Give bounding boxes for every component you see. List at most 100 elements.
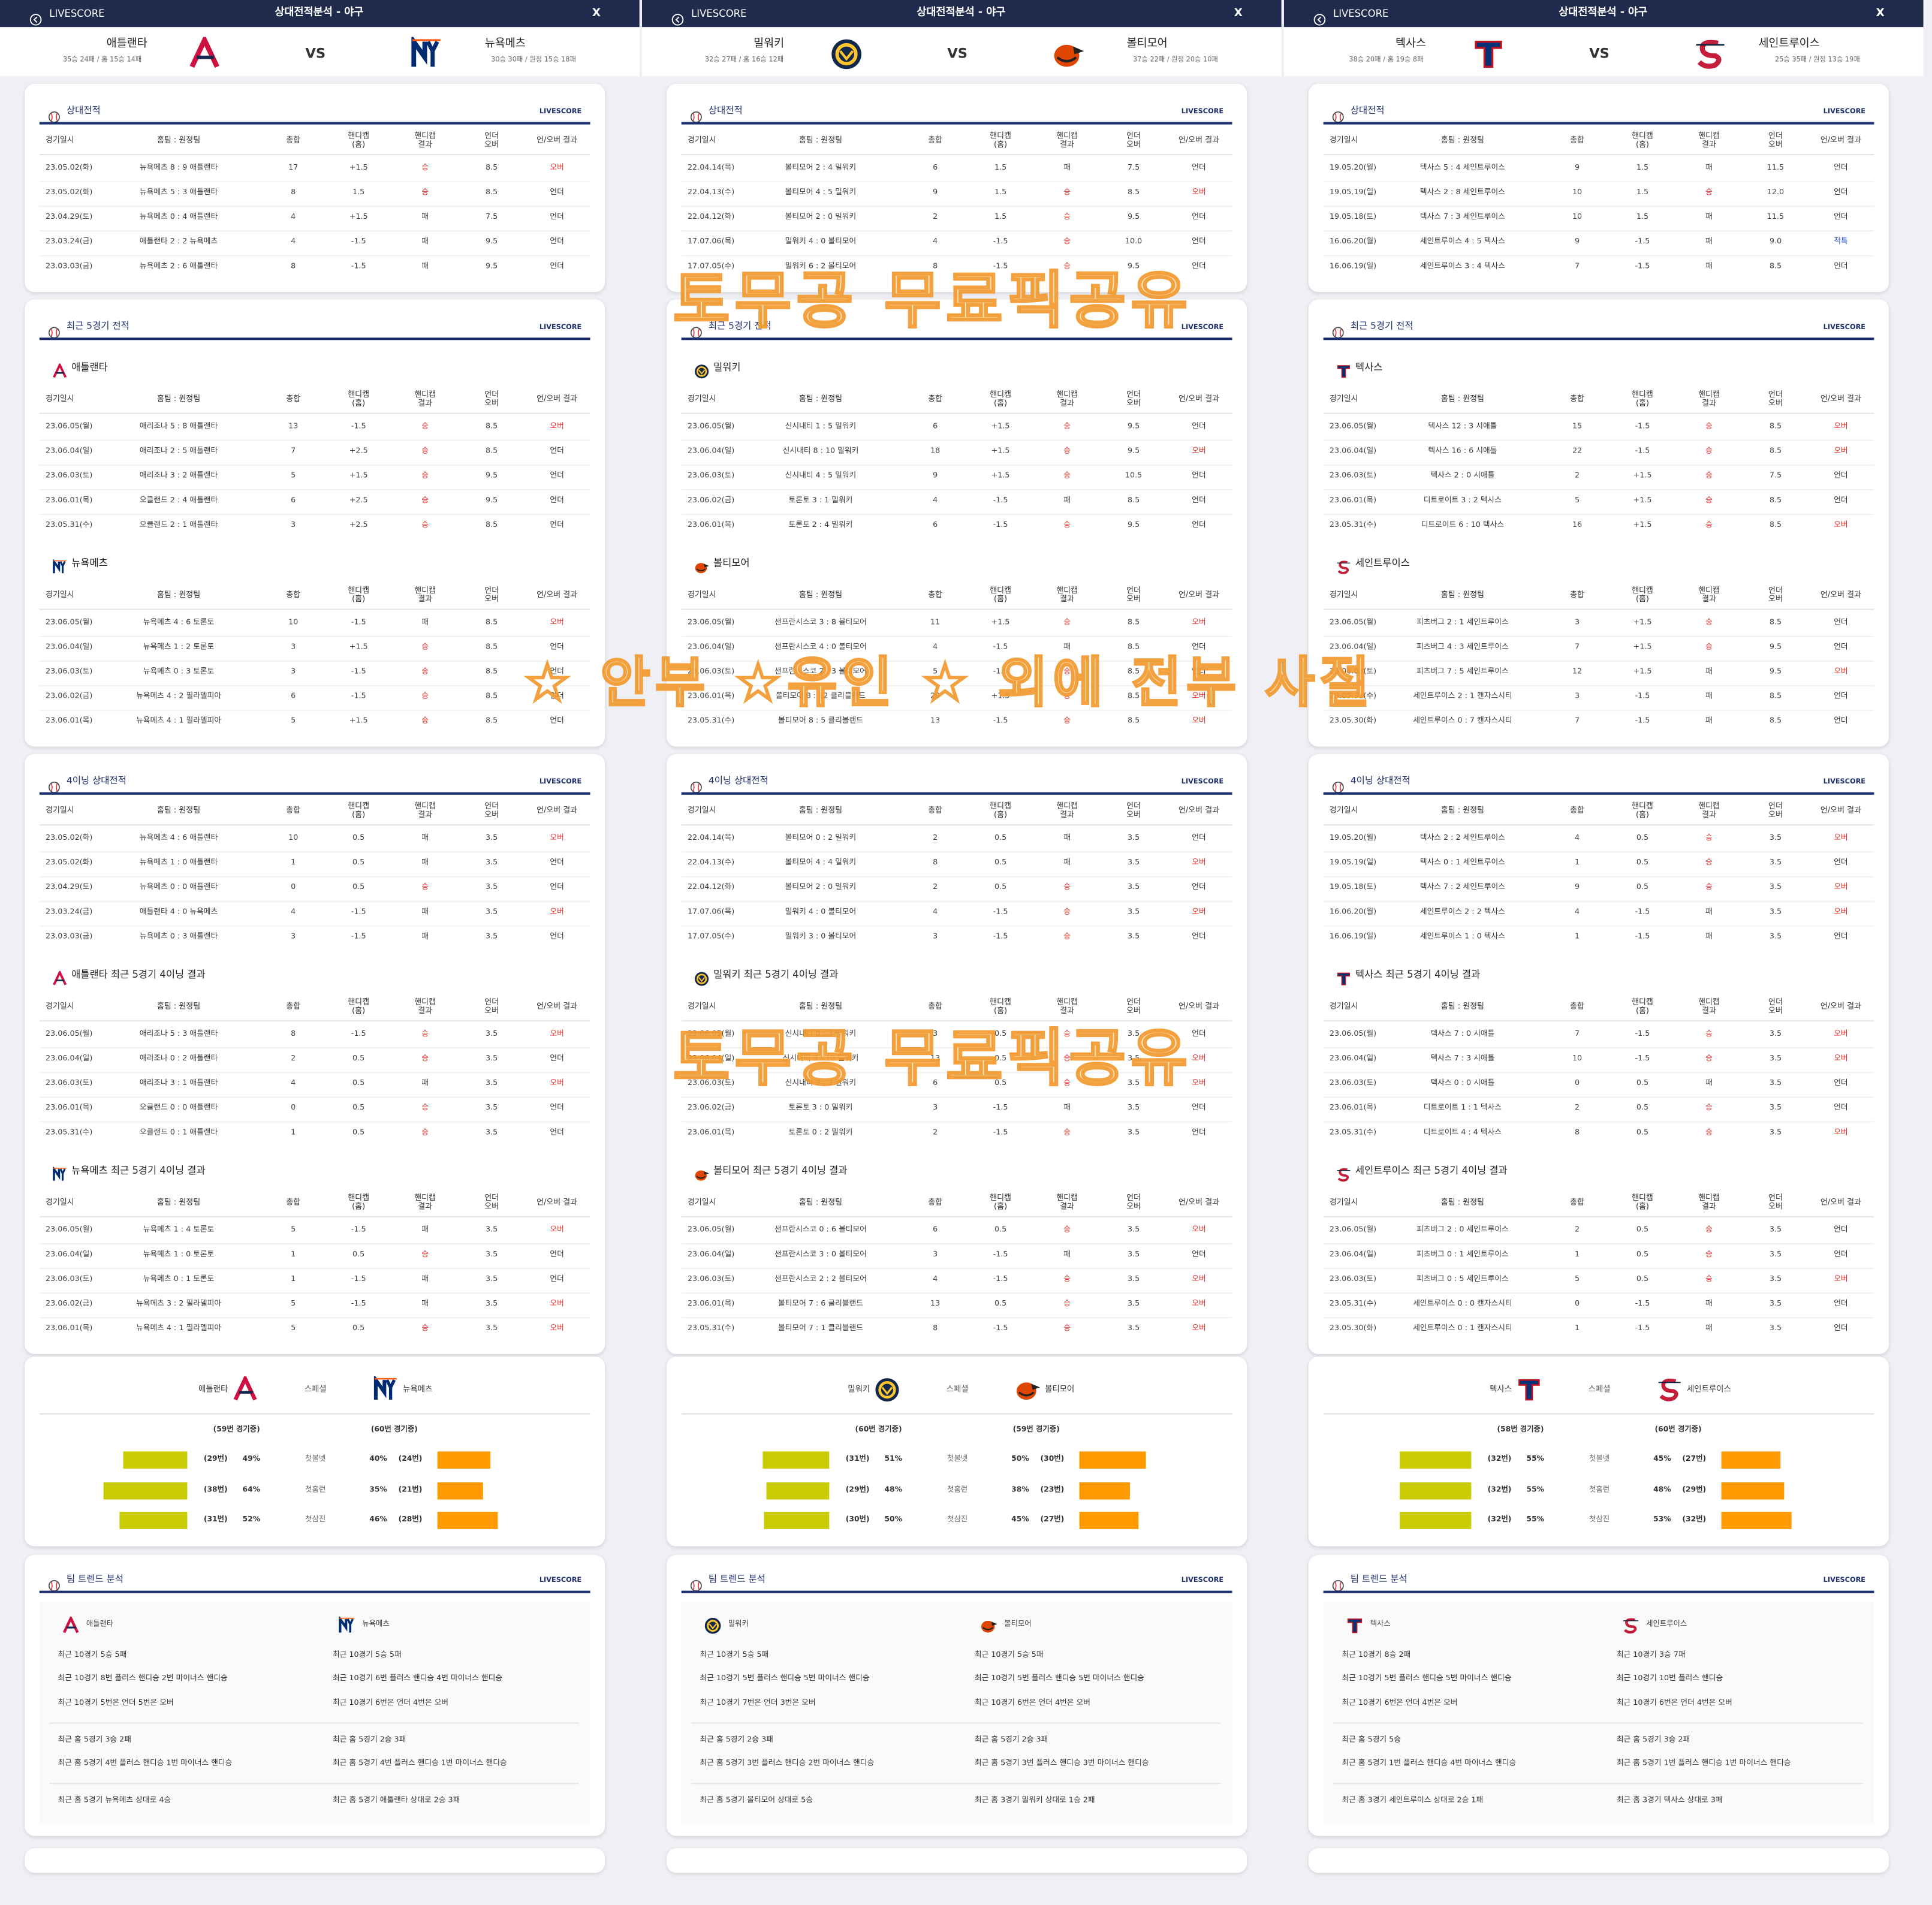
cell: 뉴욕메츠 0 : 0 애틀랜타 — [139, 882, 218, 892]
trend-team: 텍사스 — [1370, 1620, 1391, 1629]
cell: +1.5 — [991, 471, 1010, 480]
close-button[interactable]: X — [1234, 7, 1243, 20]
trend-item: 최근 홈 5경기 3승 2패 — [58, 1735, 131, 1744]
cell: 5 — [1574, 1274, 1580, 1283]
cell: 텍사스 0 : 1 세인트루이스 — [1419, 858, 1505, 867]
column-header: 핸디캡 결과 — [1056, 1193, 1078, 1211]
close-button[interactable]: X — [592, 7, 601, 20]
divider — [1323, 900, 1874, 902]
cell: 언더 — [1834, 471, 1848, 480]
cell: 언더 — [550, 882, 564, 892]
back-button[interactable] — [29, 7, 42, 26]
top-bar: LIVESCORE 상대전적분석 - 야구 X — [1283, 0, 1924, 28]
column-header: 핸디캡 (홈) — [348, 586, 370, 604]
cell: 3.5 — [1769, 882, 1782, 892]
cell: +1.5 — [1633, 667, 1652, 676]
column-header: 경기일시 — [46, 590, 74, 600]
cell: 패 — [1063, 1250, 1071, 1259]
cell: 승 — [1063, 692, 1071, 701]
cell: 패 — [1705, 667, 1713, 676]
cell: 4 — [291, 237, 296, 246]
cell: 8.5 — [1769, 422, 1782, 431]
column-header: 홈팀 : 원정팀 — [798, 136, 843, 145]
cell: 토론토 2 : 4 밀워키 — [788, 520, 853, 530]
home-record: 38승 20패 / 홈 19승 8패 — [1349, 56, 1424, 64]
icon-shape — [411, 34, 441, 67]
cell: 패 — [421, 932, 429, 941]
section-brand: LIVESCORE — [1823, 1577, 1866, 1585]
divider — [1323, 122, 1874, 124]
icon-shape — [981, 1626, 993, 1630]
icon-shape — [1317, 16, 1322, 23]
divider — [681, 1020, 1232, 1021]
trend-item: 최근 홈 5경기 볼티모어 상대로 5승 — [700, 1796, 813, 1805]
cell: 언더 — [550, 1274, 564, 1283]
team-logo — [1471, 37, 1506, 72]
back-button[interactable] — [671, 7, 684, 26]
divider — [681, 489, 1232, 490]
table-heading: 세인트루이스 — [1355, 557, 1410, 569]
cell: 23.06.02(금) — [687, 496, 735, 505]
trend-item: 최근 홈 3경기 세인트루이스 상대로 2승 1패 — [1342, 1796, 1484, 1805]
cell: 승 — [1063, 261, 1071, 271]
cell: 23.06.03(토) — [687, 667, 735, 676]
section-brand: LIVESCORE — [1181, 108, 1224, 116]
icon-shape — [52, 1165, 60, 1180]
away-pct: 45% — [1011, 1515, 1029, 1524]
cell: 0.5 — [994, 1029, 1007, 1038]
cell: 9.5 — [1127, 447, 1140, 456]
cell: 패 — [421, 237, 429, 246]
cell: 샌프란시스코 2 : 2 볼티모어 — [774, 1274, 867, 1283]
cell: 애리조나 5 : 3 애틀랜타 — [139, 1029, 218, 1038]
column-header: 총합 — [1570, 1198, 1584, 1207]
trend-item: 최근 10경기 5번 플러스 핸디승 5번 마이너스 핸디승 — [974, 1674, 1144, 1683]
watermark: 토무공 무료픽공유 — [672, 1021, 1193, 1095]
cell: 승 — [1063, 716, 1071, 725]
away-bar — [1079, 1481, 1130, 1499]
cell: 9.5 — [486, 261, 498, 271]
away-bar — [1079, 1512, 1139, 1529]
column-header: 핸디캡 결과 — [414, 390, 436, 408]
cell: 승 — [1705, 1250, 1713, 1259]
divider — [1323, 181, 1874, 182]
back-button[interactable] — [1313, 7, 1326, 26]
cell: 19.05.19(일) — [1329, 858, 1377, 867]
cell: 7 — [1574, 1029, 1580, 1038]
cell: 오클랜드 2 : 4 애틀랜타 — [139, 496, 218, 505]
away-count: (30번) — [1040, 1454, 1065, 1464]
team-logo — [693, 360, 709, 378]
cell: 3 — [291, 520, 296, 530]
cell: 오버 — [1834, 1054, 1848, 1063]
cell: 5 — [291, 1324, 296, 1333]
cell: 피츠버그 4 : 3 세인트루이스 — [1416, 643, 1509, 652]
team-logo — [1335, 556, 1351, 574]
divider — [39, 230, 590, 231]
icon-shape — [48, 1580, 60, 1591]
cell: +1.5 — [1633, 496, 1652, 505]
cell: -1.5 — [993, 667, 1008, 676]
cell: 승 — [1063, 447, 1071, 456]
cell: 7 — [1574, 643, 1580, 652]
icon-shape — [671, 14, 684, 26]
special-label: 첫삼진 — [1589, 1515, 1610, 1524]
table-heading: 뉴욕메츠 최근 5경기 4이닝 결과 — [71, 1165, 206, 1177]
cell: 애리조나 3 : 2 애틀랜타 — [139, 471, 218, 480]
cell: 승 — [421, 1029, 429, 1038]
column-header: 핸디캡 (홈) — [990, 998, 1011, 1015]
trend-item: 최근 홈 5경기 2승 3패 — [974, 1735, 1048, 1744]
cell: 0.5 — [994, 882, 1007, 892]
cell: 4 — [933, 237, 938, 246]
cell: 8.5 — [1127, 667, 1140, 676]
team-logo — [51, 968, 67, 985]
cell: 세인트루이스 0 : 1 캔자스시티 — [1413, 1324, 1512, 1333]
divider — [39, 489, 590, 490]
cell: 언더 — [550, 1128, 564, 1137]
cell: 승 — [421, 1250, 429, 1259]
cell: 3 — [1574, 618, 1580, 627]
close-button[interactable]: X — [1876, 7, 1885, 20]
cell: 뉴욕메츠 1 : 4 토론토 — [143, 1225, 215, 1234]
cell: 8 — [933, 261, 938, 271]
column-header: 경기일시 — [46, 1002, 74, 1011]
icon-shape — [1337, 560, 1349, 574]
cell: 언더 — [1834, 716, 1848, 725]
